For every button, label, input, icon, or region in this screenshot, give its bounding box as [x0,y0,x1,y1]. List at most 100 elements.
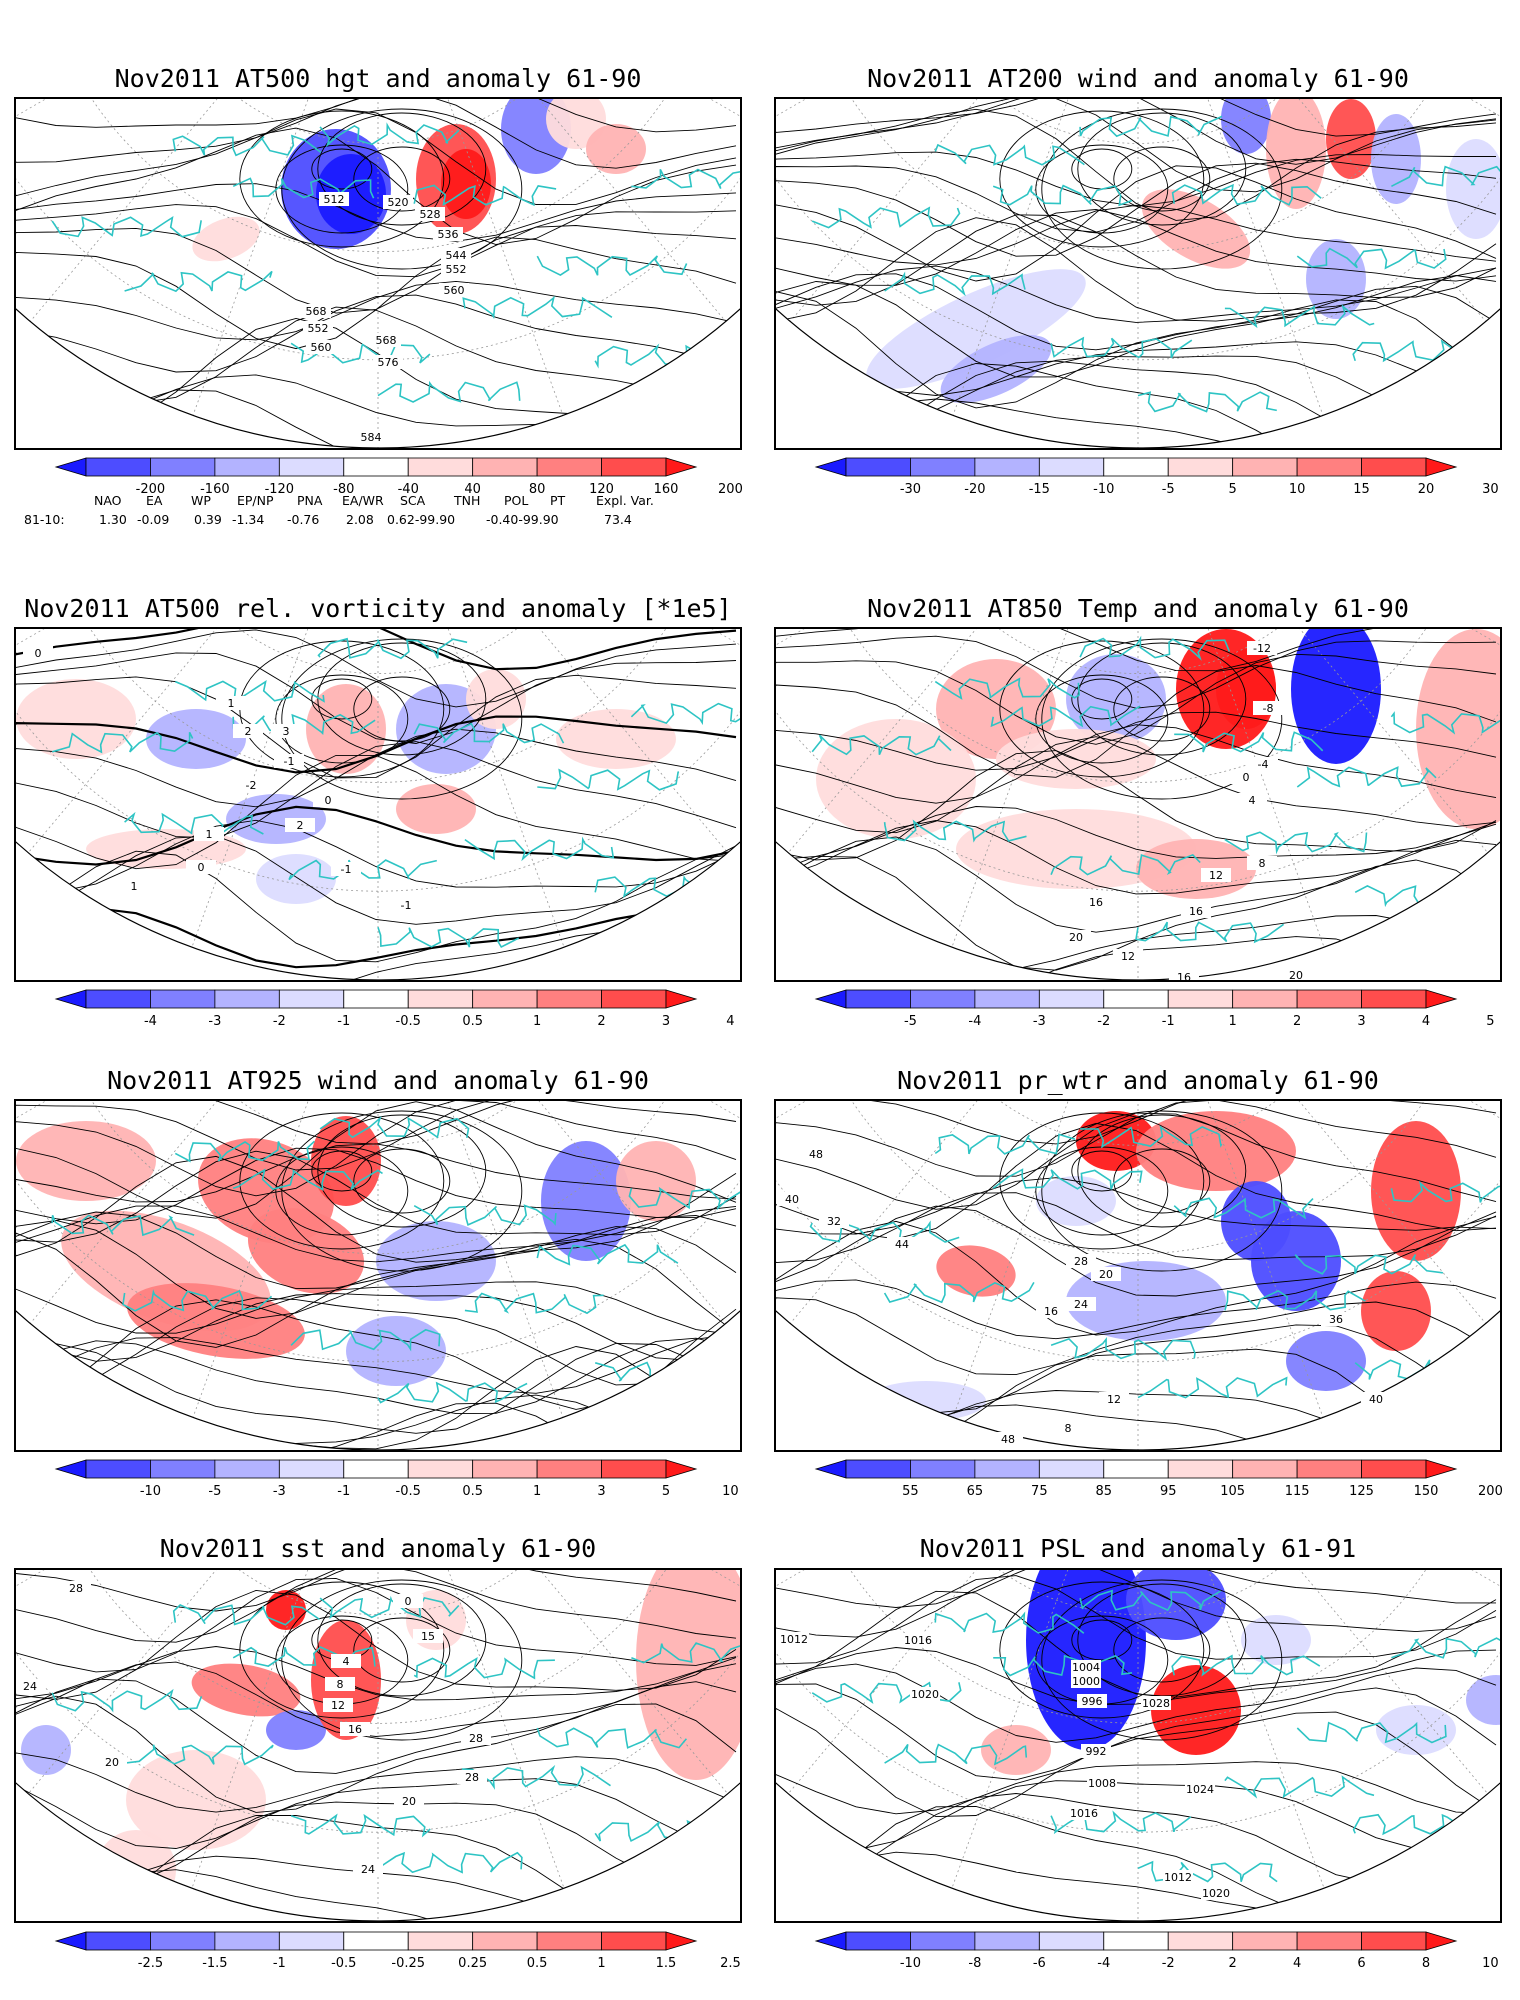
contour-line [776,1192,1497,1264]
positive-anomaly-region [441,149,491,219]
colorbar-segment [1038,1459,1105,1479]
coastline [461,1764,611,1790]
coastline [1224,1289,1366,1311]
negative-anomaly-region [1241,1615,1311,1665]
indices-value-pol: -0.40-99.90 [486,512,559,527]
contour-label: 584 [361,431,382,444]
colorbar-tick-label: 105 [1220,1484,1246,1499]
closed-contour [1041,638,1283,800]
negative-anomaly-region [1251,1211,1341,1311]
colorbar-segment [974,1931,1040,1951]
contour-line [16,741,737,839]
contour-line [776,217,1497,322]
coastline [232,1646,376,1667]
colorbar-segment [85,989,151,1009]
contour-label: 1016 [904,1634,932,1647]
contour-label: 32 [827,1215,841,1228]
colorbar-tick-label: -1 [337,1484,351,1499]
contour-line [16,183,737,242]
closed-contour [239,110,445,248]
coastline [172,1603,320,1626]
colorbar-segment [1038,457,1105,477]
contour-label: 0 [1243,771,1250,784]
coastline [1050,853,1201,876]
positive-anomaly-region [192,216,260,262]
coastline [319,122,460,148]
colorbar-tick-label: -1 [1161,1014,1175,1029]
coastline [1171,183,1322,206]
colorbar-tick-label: 5 [661,1484,671,1499]
polar-map: 48 40 32 28 24 20 16 12 8 44 36 40 48 [776,1101,1500,1450]
colorbar-tick-label: -160 [200,482,230,497]
contour-line [16,850,737,963]
contour-label: 28 [69,1582,83,1595]
colorbar-segment [472,1931,538,1951]
colorbar-segment [1038,1931,1105,1951]
contour-line [776,836,1497,933]
meridian-gridline [934,1101,1139,1450]
colorbar-segment [150,989,216,1009]
coastline [377,380,521,403]
map-frame [774,97,1502,450]
contour-line [776,1683,1497,1781]
coastline [1079,115,1223,138]
indices-header-pol: POL [504,493,529,508]
coastline [1224,831,1368,855]
contour-line [16,280,737,341]
coastline [377,1381,528,1404]
colorbar-tick-label: 8 [1421,1956,1431,1971]
contour-line [16,1678,737,1774]
map-frame: 1012 1016 1020 1004 1000 996 992 1008 1024 1028 10… [774,1568,1502,1923]
positive-anomaly-region [466,669,526,729]
coastline [51,1688,203,1713]
indices-value-sca: 0.62-99.90 [387,512,456,527]
contour-line [776,1780,1497,1851]
contour-line [16,1778,737,1851]
contour-line [776,1220,1497,1336]
negative-anomaly-region [541,1141,631,1261]
contour-label: 40 [785,1193,799,1206]
coastline [413,1656,555,1680]
colorbar-segment [1296,989,1362,1009]
colorbar-segment [214,1931,280,1951]
colorbar-tick-label: -40 [397,482,419,497]
colorbar-tick-label: 2 [1292,1014,1302,1029]
closed-contour [281,638,523,800]
contour-label: 1020 [1202,1887,1230,1900]
contour-label: 20 [1069,931,1083,944]
closed-contour [1113,146,1211,212]
negative-anomaly-region [316,154,386,234]
map-frame: 48 40 32 28 24 20 16 12 8 44 36 40 48 [774,1099,1502,1452]
contour-line [776,711,1497,771]
indices-header-expl-var: Expl. Var. [596,493,654,508]
contour-label: 20 [1099,1268,1113,1281]
contour-line [16,674,737,779]
contour-line [16,1281,737,1336]
colorbar-tick-label: -10 [899,1956,922,1971]
colorbar-max-arrow [665,1459,698,1479]
negative-anomaly-region [1371,114,1421,204]
contour-line [776,1761,1497,1815]
contour-line [776,1205,1497,1297]
colorbar-tick-label: 1 [597,1956,606,1971]
colorbar-segment [85,457,151,477]
contour-line [16,728,737,808]
colorbar-tick-label: -4 [968,1014,982,1029]
meridian-gridline [1137,1101,1500,1366]
contour-label: 1 [206,828,213,841]
colorbar-segment [1232,989,1298,1009]
coastline [377,927,520,949]
colorbar-segment [85,1931,151,1951]
colorbar-tick-label: 6 [1357,1956,1366,1971]
contour-label: 0 [325,794,332,807]
colorbar-tick-label: 1.5 [655,1956,677,1971]
colorbar-segment [343,1931,409,1951]
positive-anomaly-region [191,1663,301,1717]
colorbar-tick-label: 65 [966,1484,984,1499]
colorbar-segment [278,1459,345,1479]
colorbar-segment [472,457,538,477]
contour-line [16,99,737,169]
coastline [1079,635,1231,661]
colorbar-tick-label: 200 [1478,1484,1503,1499]
